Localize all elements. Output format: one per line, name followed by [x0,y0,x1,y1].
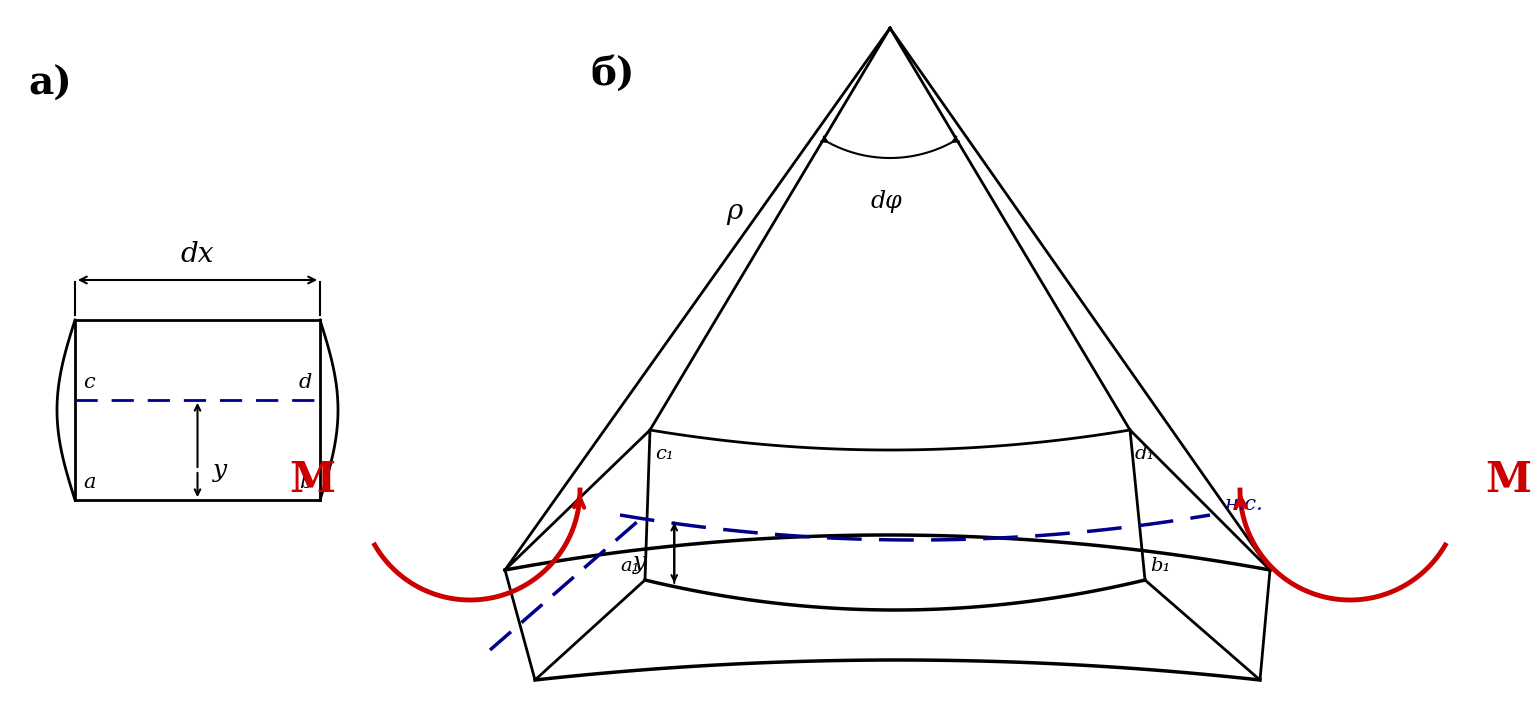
Text: M: M [289,459,335,501]
Text: dφ: dφ [870,190,902,213]
Text: б): б) [589,55,634,93]
Text: d₁: d₁ [1134,445,1156,463]
Text: a₁: a₁ [620,557,640,575]
Text: c₁: c₁ [655,445,674,463]
Text: M: M [1485,459,1531,501]
Text: a: a [83,473,95,492]
Text: b₁: b₁ [1150,557,1170,575]
Text: d: d [299,373,312,392]
Text: dx: dx [181,241,214,268]
Text: a): a) [28,65,72,103]
Text: y: y [632,551,646,574]
Text: c: c [83,373,95,392]
Text: ρ: ρ [726,198,743,226]
Text: н.с.: н.с. [1225,496,1263,515]
Text: b: b [299,473,312,492]
Text: y: y [213,459,227,481]
